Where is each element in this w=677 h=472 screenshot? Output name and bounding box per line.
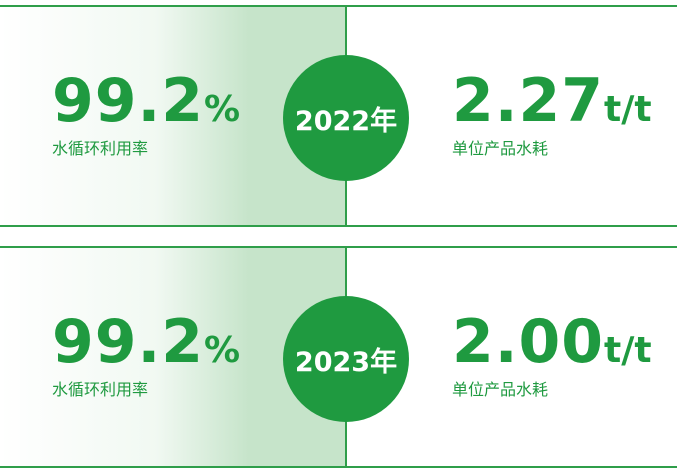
- label: 单位产品水耗: [452, 139, 549, 158]
- unit: %: [204, 89, 241, 130]
- label: 水循环利用率: [52, 139, 149, 158]
- metric: 99.2% 水循环利用率: [52, 69, 240, 159]
- unit: %: [204, 330, 241, 371]
- value: 2.27: [452, 66, 605, 136]
- panel: 99.2% 水循环利用率 2023年 2.00t/t 单位产品水耗: [0, 246, 677, 468]
- metric: 99.2% 水循环利用率: [52, 310, 240, 400]
- metric-value: 99.2%: [52, 69, 240, 133]
- label: 水循环利用率: [52, 380, 149, 399]
- value: 99.2: [52, 66, 205, 136]
- metric: 2.27t/t 单位产品水耗: [452, 69, 652, 159]
- unit: t/t: [604, 89, 652, 130]
- year-badge: 2023年: [283, 296, 409, 422]
- year-badge: 2022年: [283, 55, 409, 181]
- value: 99.2: [52, 307, 205, 377]
- metric: 2.00t/t 单位产品水耗: [452, 310, 652, 400]
- value: 2.00: [452, 307, 605, 377]
- metric-value: 2.27t/t: [452, 69, 652, 133]
- label: 单位产品水耗: [452, 380, 549, 399]
- metric-value: 99.2%: [52, 310, 240, 374]
- panel: 99.2% 水循环利用率 2022年 2.27t/t 单位产品水耗: [0, 5, 677, 227]
- unit: t/t: [604, 330, 652, 371]
- metric-value: 2.00t/t: [452, 310, 652, 374]
